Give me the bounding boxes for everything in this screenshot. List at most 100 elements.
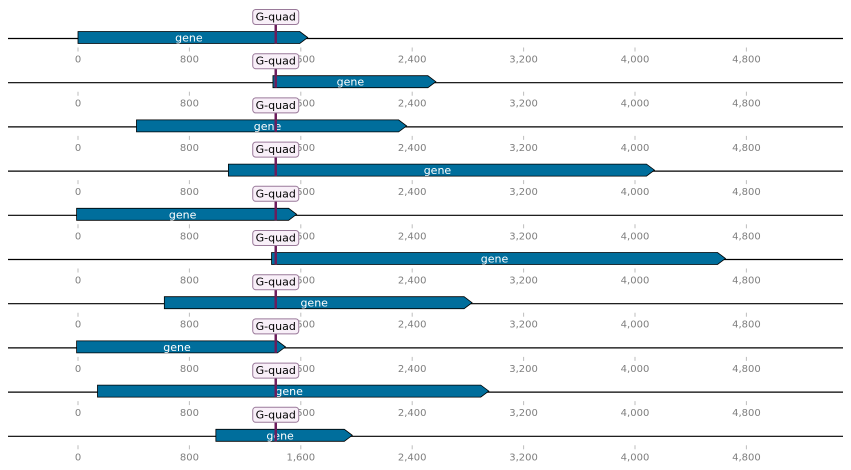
- axis-tick-label: 4,800: [732, 99, 761, 110]
- axis-tick-label: 3,200: [509, 187, 538, 198]
- g-quad-label-box: [252, 53, 300, 70]
- axis-tick-label: 4,800: [732, 452, 761, 463]
- axis-tick-label: 2,400: [398, 143, 427, 154]
- axis-tick-label: 800: [180, 55, 199, 66]
- axis-tick-label: 1,600: [286, 320, 315, 331]
- g-quad-label-box: [252, 274, 300, 291]
- axis-tick-label: 2,400: [398, 276, 427, 287]
- axis-tick-label: 4,000: [621, 231, 650, 242]
- axis-tick-label: 0: [75, 408, 81, 419]
- g-quad-label-box: [252, 141, 300, 158]
- gene-label: gene: [175, 32, 203, 45]
- axis-tick-label: 1,600: [286, 408, 315, 419]
- axis-tick-label: 3,200: [509, 320, 538, 331]
- axis-tick-label: 1,600: [286, 452, 315, 463]
- axis-tick-label: 2,400: [398, 55, 427, 66]
- axis-tick-label: 0: [75, 143, 81, 154]
- axis-tick-label: 2,400: [398, 452, 427, 463]
- axis-tick-label: 0: [75, 231, 81, 242]
- g-quad-label: G-quad: [256, 408, 296, 421]
- gene-label: gene: [254, 120, 282, 133]
- axis-tick-label: 800: [180, 276, 199, 287]
- axis-tick-label: 3,200: [509, 231, 538, 242]
- axis-tick-label: 1,600: [286, 55, 315, 66]
- axis-tick-label: 2,400: [398, 408, 427, 419]
- gene-label: gene: [337, 76, 365, 89]
- axis-tick-label: 3,200: [509, 55, 538, 66]
- track-9: 0 800 1,600 2,400 3,200 4,000 4,800 gene G-quad: [8, 362, 843, 419]
- gene-arrow: [163, 296, 473, 310]
- gene-label: gene: [169, 208, 197, 221]
- axis-tick-label: 3,200: [509, 452, 538, 463]
- axis-tick-label: 800: [180, 143, 199, 154]
- track-5: 0 800 1,600 2,400 3,200 4,000 4,800 gene G-quad: [8, 185, 843, 242]
- axis-tick-label: 4,800: [732, 187, 761, 198]
- axis-tick-label: 0: [75, 452, 81, 463]
- axis-tick-label: 3,200: [509, 364, 538, 375]
- gene-arrow: [97, 384, 490, 398]
- g-quad-label-box: [252, 406, 300, 423]
- g-quad-label: G-quad: [256, 187, 296, 200]
- axis-tick-label: 4,800: [732, 143, 761, 154]
- axis-tick-label: 4,800: [732, 364, 761, 375]
- axis-tick-label: 2,400: [398, 320, 427, 331]
- g-quad-label: G-quad: [256, 276, 296, 289]
- gene-arrow: [136, 119, 408, 133]
- axis-tick-label: 3,200: [509, 276, 538, 287]
- gene-arrow: [76, 207, 298, 221]
- g-quad-label-box: [252, 97, 300, 114]
- gene-label: gene: [163, 341, 191, 354]
- axis-tick-label: 4,000: [621, 143, 650, 154]
- gene-arrow: [227, 163, 656, 177]
- track-3: 0 800 1,600 2,400 3,200 4,000 4,800 gene G-quad: [8, 97, 843, 154]
- axis-tick-label: 0: [75, 187, 81, 198]
- gene-arrow: [271, 252, 727, 265]
- axis-tick-label: 2,400: [398, 99, 427, 110]
- axis-tick-label: 0: [75, 55, 81, 66]
- axis-tick-label: 0: [75, 276, 81, 287]
- axis-tick-label: 4,800: [732, 320, 761, 331]
- axis-tick-label: 4,000: [621, 187, 650, 198]
- axis-tick-label: 4,000: [621, 276, 650, 287]
- track-2: 0 800 1,600 2,400 3,200 4,000 4,800 gene G-quad: [8, 53, 843, 110]
- gene-label: gene: [481, 253, 509, 266]
- gene-label: gene: [424, 164, 452, 177]
- track-10: 0 800 1,600 2,400 3,200 4,000 4,800 gene G-quad: [8, 406, 843, 463]
- g-quad-label: G-quad: [256, 55, 296, 68]
- g-quad-label-box: [252, 362, 300, 379]
- axis-tick-label: 1,600: [286, 276, 315, 287]
- g-quad-label: G-quad: [256, 143, 296, 156]
- axis-tick-label: 2,400: [398, 231, 427, 242]
- axis-tick-label: 3,200: [509, 99, 538, 110]
- axis-tick-label: 800: [180, 187, 199, 198]
- gene-arrow: [272, 75, 437, 89]
- g-quad-label-box: [252, 318, 300, 335]
- axis-tick-label: 0: [75, 99, 81, 110]
- g-quad-label: G-quad: [256, 364, 296, 377]
- g-quad-label: G-quad: [256, 11, 296, 24]
- axis-tick-label: 3,200: [509, 143, 538, 154]
- gene-label: gene: [275, 385, 303, 398]
- axis-tick-label: 2,400: [398, 187, 427, 198]
- axis-tick-label: 0: [75, 320, 81, 331]
- axis-tick-label: 3,200: [509, 408, 538, 419]
- axis-tick-label: 4,000: [621, 408, 650, 419]
- axis-tick-label: 0: [75, 364, 81, 375]
- axis-tick-label: 1,600: [286, 99, 315, 110]
- axis-tick-label: 4,000: [621, 452, 650, 463]
- track-4: 0 800 1,600 2,400 3,200 4,000 4,800 gene G-quad: [8, 141, 843, 198]
- axis-tick-label: 1,600: [286, 143, 315, 154]
- gene-arrow: [76, 340, 287, 354]
- axis-tick-label: 1,600: [286, 364, 315, 375]
- axis-tick-label: 4,800: [732, 408, 761, 419]
- axis-tick-label: 2,400: [398, 364, 427, 375]
- axis-tick-label: 4,000: [621, 55, 650, 66]
- g-quad-label: G-quad: [256, 320, 296, 333]
- axis-tick-label: 800: [180, 231, 199, 242]
- axis-tick-label: 800: [180, 408, 199, 419]
- axis-tick-label: 4,800: [732, 231, 761, 242]
- gene-arrow: [77, 31, 309, 44]
- g-quad-label-box: [252, 185, 300, 202]
